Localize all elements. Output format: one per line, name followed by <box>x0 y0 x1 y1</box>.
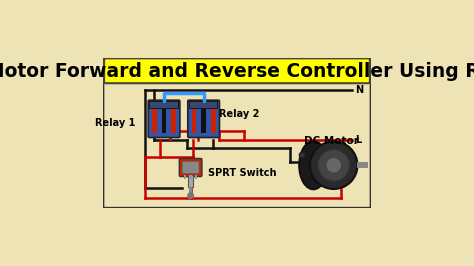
FancyBboxPatch shape <box>104 58 370 83</box>
Bar <box>152 109 157 133</box>
Bar <box>150 102 178 108</box>
FancyBboxPatch shape <box>188 100 219 138</box>
Text: SPRT Switch: SPRT Switch <box>208 168 276 178</box>
FancyBboxPatch shape <box>182 161 199 174</box>
Bar <box>184 175 186 179</box>
Bar <box>211 109 216 133</box>
Text: N: N <box>355 85 363 95</box>
Text: L: L <box>355 135 361 145</box>
Ellipse shape <box>299 141 328 189</box>
Text: DC Motor: DC Motor <box>304 136 359 147</box>
Text: DC Motor Forward and Reverse Controller Using Relay: DC Motor Forward and Reverse Controller … <box>0 62 474 81</box>
Bar <box>162 109 166 133</box>
Text: Relay 1: Relay 1 <box>95 118 136 128</box>
Bar <box>188 175 193 187</box>
FancyBboxPatch shape <box>148 100 180 138</box>
Bar <box>149 101 179 109</box>
FancyBboxPatch shape <box>103 58 371 208</box>
Circle shape <box>188 193 193 199</box>
Circle shape <box>299 152 305 158</box>
Bar <box>189 101 219 109</box>
Bar <box>201 109 206 133</box>
Text: Relay 2: Relay 2 <box>219 109 259 119</box>
Bar <box>172 109 176 133</box>
Bar <box>195 175 197 179</box>
FancyBboxPatch shape <box>179 159 202 177</box>
Bar <box>190 175 192 179</box>
Bar <box>189 187 192 195</box>
Bar <box>192 109 196 133</box>
Circle shape <box>318 149 349 181</box>
Circle shape <box>326 157 342 173</box>
Bar <box>357 163 368 168</box>
Bar <box>190 102 217 108</box>
Circle shape <box>310 142 357 189</box>
